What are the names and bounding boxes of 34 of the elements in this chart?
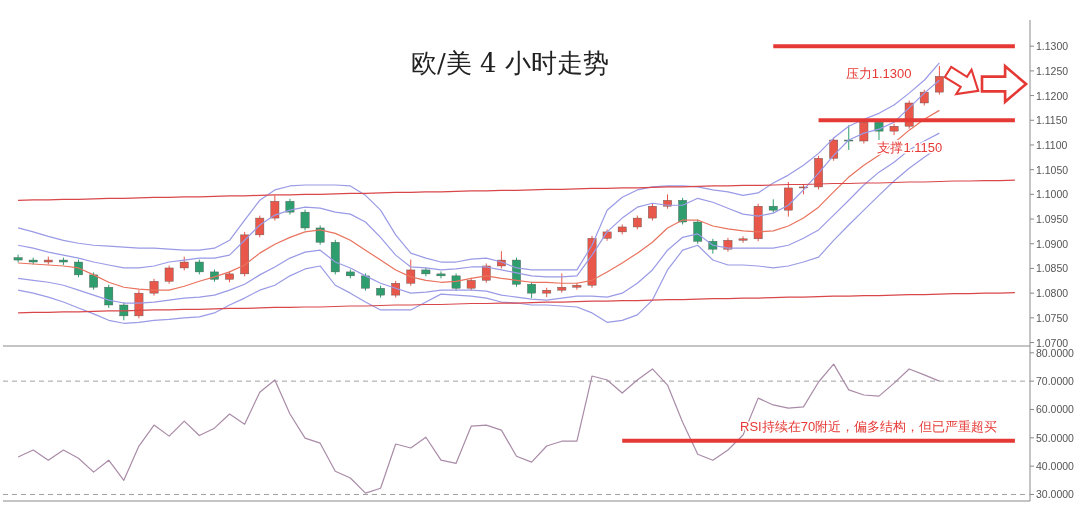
y-tick-label: 1.1100: [1036, 138, 1068, 151]
candlestick: [164, 264, 174, 285]
candlestick: [255, 215, 265, 238]
candlestick: [935, 65, 944, 96]
y-tick-label: 1.1250: [1036, 64, 1069, 77]
y-tick-label: 1.1050: [1036, 163, 1069, 176]
y-tick-label: 1.0950: [1036, 213, 1069, 226]
y-tick-label: 1.0900: [1036, 237, 1069, 250]
y-tick-label: 1.1200: [1036, 89, 1069, 102]
candlestick: [889, 123, 899, 136]
y-tick-label: 1.0800: [1036, 287, 1069, 300]
y-tick-label: 1.0850: [1036, 262, 1069, 275]
line-series: [17, 179, 1016, 201]
y-tick-label: 1.1150: [1036, 114, 1068, 127]
y-tick-label: 70.0000: [1036, 375, 1075, 388]
series-label: RSI持续在70附近，偏多结构，但已严重超买: [740, 418, 998, 434]
y-tick-label: 1.1000: [1036, 188, 1069, 201]
series-label: 压力1.1300: [845, 66, 912, 82]
candlestick: [784, 181, 793, 218]
y-tick-label: 1.0750: [1036, 311, 1069, 324]
y-tick-label: 1.0700: [1036, 336, 1069, 349]
y-tick-label: 80.0000: [1036, 346, 1075, 359]
y-tick-label: 1.1300: [1036, 40, 1069, 53]
candlestick: [406, 259, 416, 287]
candlestick: [844, 124, 854, 151]
y-tick-label: 60.0000: [1036, 403, 1075, 416]
candlestick: [270, 194, 280, 222]
y-tick-label: 30.0000: [1036, 488, 1075, 501]
y-tick-label: 40.0000: [1036, 460, 1075, 473]
candlestick: [557, 272, 567, 294]
y-tick-label: 50.0000: [1036, 431, 1075, 444]
candlestick: [738, 235, 748, 244]
text: 欧/美 4 小时走势: [411, 48, 609, 78]
candlestick: [300, 209, 310, 231]
